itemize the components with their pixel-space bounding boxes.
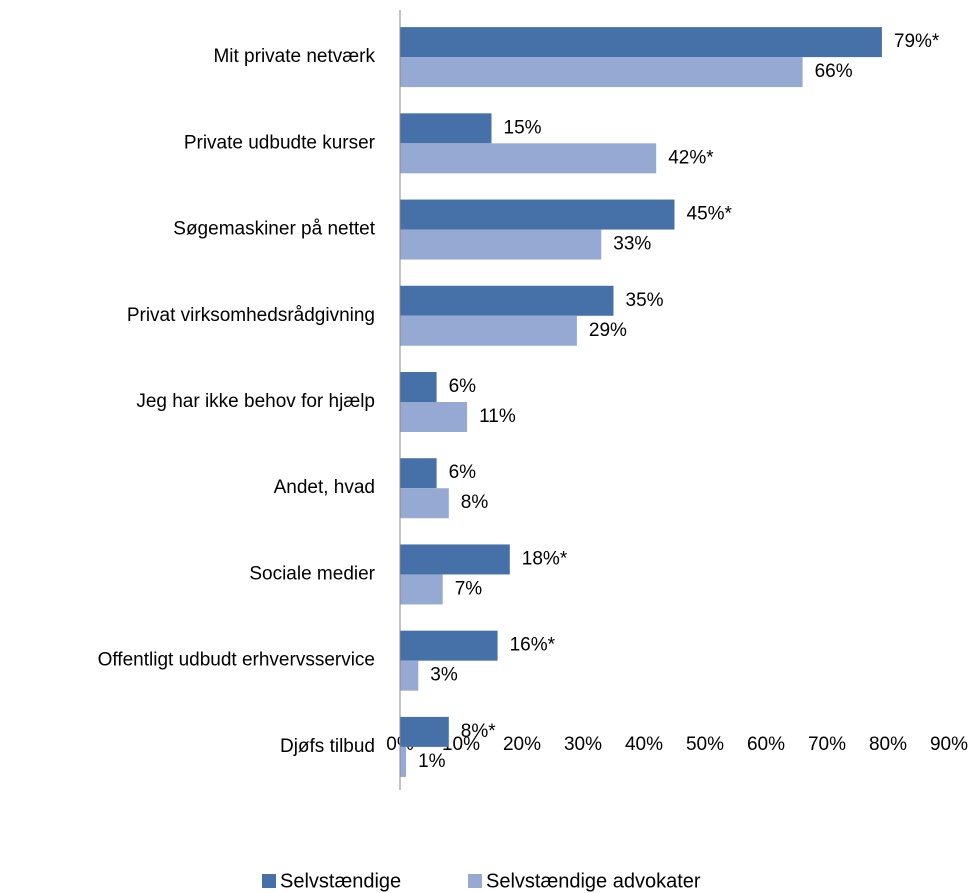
x-tick-label: 60% (747, 734, 785, 755)
value-label: 45%* (687, 204, 733, 225)
y-tick-label: Sociale medier (249, 563, 375, 584)
bar (400, 716, 449, 747)
legend-label: Selvstændige advokater (486, 870, 701, 892)
bar (400, 488, 449, 519)
value-label: 3% (430, 665, 458, 686)
x-tick-label: 70% (808, 734, 846, 755)
value-label: 18%* (522, 548, 568, 569)
bar (400, 143, 657, 174)
bar (400, 660, 419, 691)
value-label: 8% (461, 492, 489, 513)
bar (400, 458, 437, 489)
value-label: 66% (815, 61, 853, 82)
value-label: 6% (449, 462, 477, 483)
bar (400, 574, 443, 605)
x-tick-label: 50% (686, 734, 724, 755)
y-tick-label: Jeg har ikke behov for hjælp (136, 391, 375, 412)
y-tick-label: Søgemaskiner på nettet (173, 219, 375, 240)
value-label: 79%* (894, 31, 940, 52)
x-tick-label: 20% (503, 734, 541, 755)
value-label: 1% (418, 751, 446, 772)
bar (400, 372, 437, 402)
value-label: 29% (589, 320, 627, 341)
value-label: 35% (626, 290, 664, 311)
y-tick-label: Mit private netværk (213, 46, 375, 67)
x-tick-label: 90% (930, 734, 968, 755)
bar (400, 285, 614, 316)
bar (400, 57, 803, 88)
bar (400, 746, 407, 777)
value-label: 6% (449, 376, 477, 397)
value-label: 7% (455, 578, 483, 599)
value-label: 42%* (668, 147, 714, 168)
bar (400, 229, 602, 260)
x-tick-label: 10% (442, 734, 480, 755)
bar (400, 27, 882, 58)
y-tick-label: Privat virksomhedsrådgivning (127, 305, 375, 326)
x-tick-label: 40% (625, 734, 663, 755)
bar (400, 315, 577, 346)
bar (400, 630, 498, 661)
legend-swatch (262, 874, 276, 888)
y-tick-label: Andet, hvad (274, 477, 375, 498)
value-label: 8%* (461, 721, 496, 742)
y-tick-label: Offentligt udbudt erhvervsservice (98, 650, 375, 671)
x-tick-label: 80% (869, 734, 907, 755)
bar (400, 402, 468, 432)
x-tick-label: 30% (564, 734, 602, 755)
legend-swatch (468, 874, 482, 888)
bar (400, 113, 492, 144)
y-tick-label: Private udbudte kurser (184, 132, 376, 153)
y-tick-label: Djøfs tilbud (280, 736, 375, 757)
value-label: 33% (613, 234, 651, 255)
bar (400, 199, 675, 230)
value-label: 16%* (510, 635, 556, 656)
value-label: 15% (504, 117, 542, 138)
value-label: 11% (479, 406, 516, 427)
bar (400, 544, 510, 575)
legend-label: Selvstændige (280, 870, 401, 892)
